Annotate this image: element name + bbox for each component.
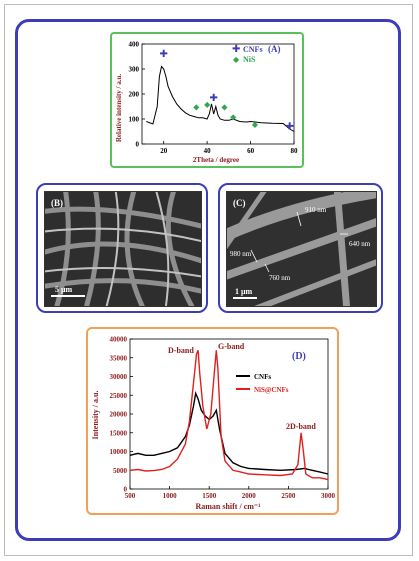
- xrd-y-tick-label: 300: [129, 66, 140, 74]
- raman-y-tick-label: 25000: [110, 392, 128, 400]
- raman-x-tick-label: 2000: [242, 492, 256, 500]
- legend-nis-icon: ◆: [233, 55, 240, 64]
- diameter-label-910: 910 nm: [305, 206, 327, 214]
- nis-peak-marker: ◆: [193, 103, 200, 112]
- legend-nis-label: NiS: [243, 55, 256, 64]
- raman-y-tick-label: 35000: [110, 354, 128, 362]
- xrd-x-tick-label: 20: [160, 147, 168, 155]
- legend-raman-cnfs: CNFs: [254, 373, 271, 381]
- nis-peak-marker: ◆: [204, 100, 211, 109]
- panel-b-sem: 5 μm (B): [36, 183, 208, 313]
- scale-bar-c-label: 1 μm: [235, 287, 253, 296]
- nis-peak-marker: ◆: [230, 113, 237, 122]
- panel-b-label: (B): [51, 198, 63, 208]
- xrd-markers: ✚✚✚◆ ◆ ◆◆◆: [160, 49, 294, 133]
- raman-y-tick-label: 15000: [110, 429, 128, 437]
- legend-raman-nis: NiS@CNFs: [254, 386, 289, 394]
- sem-image-b: 5 μm (B): [44, 191, 202, 307]
- figure-main-border: [15, 19, 401, 541]
- sem-image-c: 910 nm 640 nm 980 nm 760 nm 1 μm (C): [226, 191, 377, 307]
- xrd-x-tick-label: 80: [291, 147, 299, 155]
- cnf-peak-marker: ✚: [285, 122, 293, 133]
- xrd-curve: [146, 65, 295, 132]
- raman-y-tick-label: 20000: [110, 411, 128, 419]
- xrd-y-ticks: 0 100 200 300 400: [129, 41, 145, 149]
- nis-peak-marker: ◆: [221, 103, 228, 112]
- raman-y-tick-label: 40000: [110, 336, 128, 344]
- 2d-band-label: 2D-band: [286, 422, 316, 431]
- scale-bar-b-label: 5 μm: [55, 285, 73, 294]
- xrd-chart: Relative intensity / a.u. 0100200300400 …: [115, 41, 298, 165]
- fibers-c: 910 nm 640 nm 980 nm 760 nm 1 μm (C): [227, 192, 376, 306]
- panel-a-xrd: Relative intensity / a.u. 0 100 200 300 400 …: [110, 32, 304, 168]
- d-band-label: D-band: [168, 346, 194, 355]
- raman-y-tick-label: 10000: [110, 448, 128, 456]
- legend-cnfs-icon: ✚: [232, 44, 240, 55]
- raman-x-tick-label: 3000: [321, 492, 336, 500]
- xrd-y-tick-label: 400: [129, 41, 140, 49]
- diameter-label-640: 640 nm: [349, 240, 371, 248]
- panel-d-raman: Intensity / a.u. 0 5000 10000 15000 20000 250…: [86, 327, 339, 515]
- xrd-y-tick-label: 0: [136, 141, 140, 149]
- raman-x-tick-label: 1000: [163, 492, 178, 500]
- raman-y-tick-label: 0: [124, 486, 128, 494]
- fibers-b: 5 μm (B): [45, 192, 201, 306]
- panel-d-label: (D): [292, 351, 306, 362]
- xrd-y-tick-label: 100: [129, 116, 140, 124]
- panel-a-label: (A): [268, 44, 281, 54]
- raman-ylabel: Intensity / a.u.: [91, 391, 100, 440]
- xrd-ylabel: Relative intensity / a.u.: [115, 74, 123, 142]
- xrd-x-ticks: 20 40 60 80: [160, 141, 298, 155]
- xrd-x-tick-label: 40: [204, 147, 212, 155]
- raman-x-ticks: 500 1000 1500 2000 2500 3000: [125, 486, 336, 500]
- panel-c-sem: 910 nm 640 nm 980 nm 760 nm 1 μm (C): [218, 183, 383, 313]
- raman-y-tick-label: 5000: [113, 467, 128, 475]
- raman-y-tick-label: 30000: [110, 373, 128, 381]
- raman-x-tick-label: 500: [125, 492, 136, 500]
- xrd-y-tick-label: 200: [129, 91, 140, 99]
- panel-c-label: (C): [233, 198, 246, 208]
- xrd-xlabel: 2Theta / degree: [193, 156, 239, 164]
- g-band-label: G-band: [218, 342, 245, 351]
- cnf-peak-marker: ✚: [160, 49, 168, 60]
- xrd-x-tick-label: 60: [247, 147, 255, 155]
- legend-cnfs-label: CNFs: [243, 45, 263, 54]
- raman-nis-cnfs-line: [129, 350, 329, 481]
- nis-peak-marker: ◆: [252, 120, 259, 129]
- raman-y-ticks: 0 5000 10000 15000 20000 25000 30000 35000 40000: [110, 336, 133, 494]
- raman-chart: Intensity / a.u. 0 5000 10000 15000 20000 250…: [91, 336, 336, 512]
- raman-x-tick-label: 1500: [202, 492, 217, 500]
- raman-x-tick-label: 2500: [281, 492, 296, 500]
- diameter-label-980: 980 nm: [230, 250, 252, 258]
- raman-xlabel: Raman shift / cm⁻¹: [195, 502, 261, 511]
- diameter-label-760: 760 nm: [269, 274, 291, 282]
- cnf-peak-marker: ✚: [209, 93, 217, 104]
